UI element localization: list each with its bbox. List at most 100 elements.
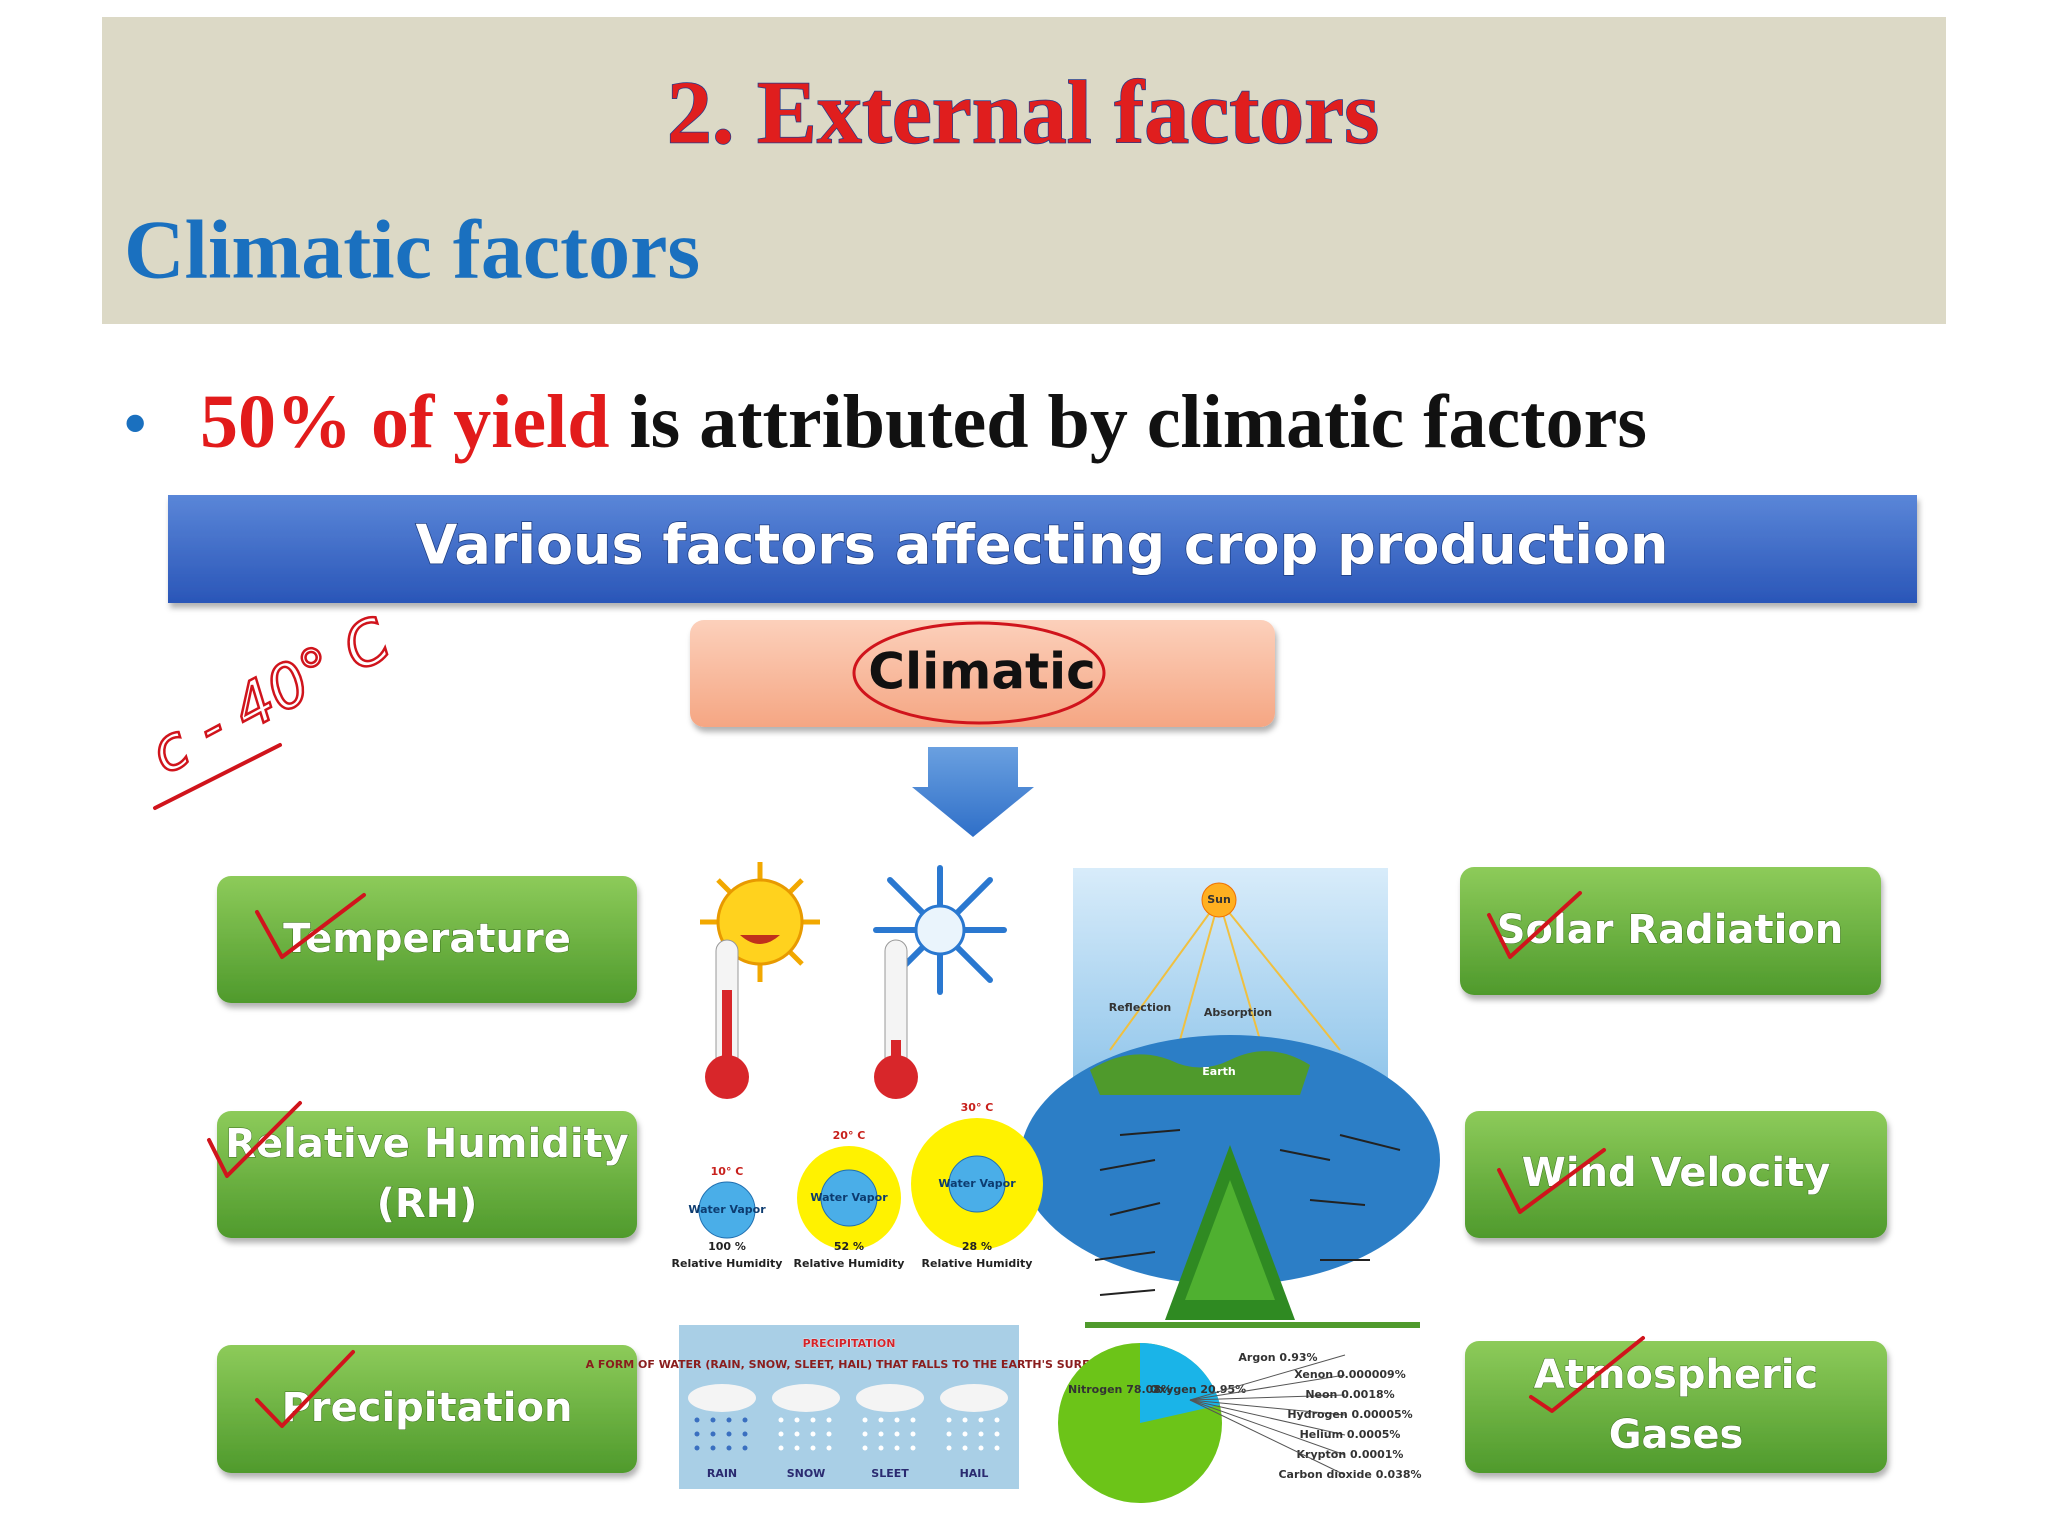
drop: [726, 1445, 732, 1451]
drop: [894, 1431, 900, 1437]
drop: [994, 1445, 1000, 1451]
drop: [810, 1431, 816, 1437]
humidity-caption: Relative Humidity: [794, 1257, 905, 1270]
factor-boxes: [217, 867, 1887, 1473]
drop: [694, 1417, 700, 1423]
drop: [878, 1417, 884, 1423]
decoration: [1109, 899, 1220, 1051]
drop: [978, 1417, 984, 1423]
solar-figure: Sun Reflection Absorption Earth: [1020, 868, 1440, 1285]
precipitation-figure: PRECIPITATION A FORM OF WATER (RAIN, SNO…: [586, 1325, 1112, 1489]
humidity-rh: 52 %: [834, 1240, 864, 1253]
check-mark: [207, 1101, 302, 1178]
leader-line: [1189, 1399, 1346, 1416]
drop: [962, 1431, 968, 1437]
decoration: [1179, 899, 1220, 1041]
factor-box: [217, 1345, 637, 1473]
pie-oxygen: [1140, 1343, 1220, 1423]
decoration: [1109, 1202, 1161, 1216]
precip-label: HAIL: [960, 1467, 989, 1480]
gas-label: Carbon dioxide 0.038%: [1278, 1468, 1421, 1481]
leader-line: [1189, 1374, 1346, 1401]
decoration: [1218, 899, 1261, 1041]
drop: [742, 1417, 748, 1423]
leader-line: [1189, 1399, 1346, 1436]
check-mark: [1497, 1148, 1606, 1214]
humidity-caption: Relative Humidity: [672, 1257, 783, 1270]
decoration: [1218, 899, 1341, 1051]
drop: [978, 1445, 984, 1451]
gas-label: Xenon 0.000009%: [1294, 1368, 1405, 1381]
precip-label: RAIN: [707, 1467, 737, 1480]
drop: [910, 1417, 916, 1423]
gas-label: Helium 0.0005%: [1300, 1428, 1401, 1441]
drop: [778, 1431, 784, 1437]
drop: [778, 1417, 784, 1423]
vapor-circle: [948, 1155, 1006, 1213]
drop: [810, 1445, 816, 1451]
bullet-highlight: 50% of yield: [200, 380, 610, 464]
drop: [726, 1417, 732, 1423]
drop: [694, 1445, 700, 1451]
factor-label: Atmospheric: [1534, 1352, 1818, 1398]
cloud: [856, 1384, 924, 1412]
center-box: [690, 620, 1275, 727]
center-text: Climatic: [868, 643, 1096, 701]
figure-label: Absorption: [1204, 1006, 1272, 1019]
factor-box: [1465, 1341, 1887, 1473]
humidity-vapor: Water Vapor: [810, 1191, 888, 1204]
sun: [1201, 882, 1237, 918]
humidity-rh: 28 %: [962, 1240, 992, 1253]
figure-label: Earth: [1202, 1065, 1235, 1078]
factor-label: Gases: [1609, 1412, 1744, 1458]
land: [1090, 1051, 1310, 1095]
factor-label: Solar Radiation: [1497, 907, 1844, 953]
factor-box: [1460, 867, 1881, 995]
bullet-dot: •: [124, 388, 146, 459]
sun-beams: [1109, 899, 1341, 1051]
handwritten-stroke: [153, 743, 282, 810]
factor-label: Relative Humidity: [225, 1121, 628, 1167]
gas-label: Hydrogen 0.00005%: [1287, 1408, 1412, 1421]
drop: [710, 1417, 716, 1423]
drop: [794, 1417, 800, 1423]
wind-arrows: [1094, 1129, 1401, 1296]
check-mark: [1487, 891, 1582, 959]
drop: [726, 1431, 732, 1437]
gas-label: Argon 0.93%: [1238, 1351, 1317, 1364]
pie-label: Nitrogen 78.08%: [1068, 1383, 1172, 1396]
decoration: [1099, 1159, 1156, 1171]
bullet-text: 50% of yield is attributed by climatic fa…: [200, 380, 1647, 464]
drop: [742, 1445, 748, 1451]
humidity-rh: 100 %: [708, 1240, 746, 1253]
drop: [946, 1431, 952, 1437]
pie-label: Oxygen 20.95%: [1150, 1383, 1246, 1396]
drop: [910, 1431, 916, 1437]
figure-label: Sun: [1207, 893, 1231, 906]
banner-text: Various factors affecting crop productio…: [416, 514, 1669, 577]
thermometer-bulb: [705, 1055, 749, 1099]
decoration: [1094, 1251, 1156, 1261]
decoration: [1309, 1199, 1366, 1206]
drop: [742, 1431, 748, 1437]
precip-title: PRECIPITATION: [803, 1337, 896, 1350]
drop: [894, 1445, 900, 1451]
gas-label: Krypton 0.0001%: [1297, 1448, 1404, 1461]
factor-box: [217, 876, 637, 1003]
leader-line: [1189, 1354, 1346, 1401]
tree: [1185, 1180, 1275, 1300]
down-arrow: [912, 747, 1034, 837]
thermometer-bulb: [874, 1055, 918, 1099]
drop: [946, 1417, 952, 1423]
factor-label: Wind Velocity: [1522, 1150, 1831, 1196]
humidity-temp: 10° C: [711, 1165, 744, 1178]
decoration: [1099, 1289, 1156, 1296]
drop: [862, 1417, 868, 1423]
humidity-vapor: Water Vapor: [688, 1203, 766, 1216]
cloud: [688, 1384, 756, 1412]
thermometer-fluid: [722, 990, 732, 1070]
humidity-temp: 30° C: [961, 1101, 994, 1114]
drop: [978, 1431, 984, 1437]
gas-label: Neon 0.0018%: [1305, 1388, 1394, 1401]
